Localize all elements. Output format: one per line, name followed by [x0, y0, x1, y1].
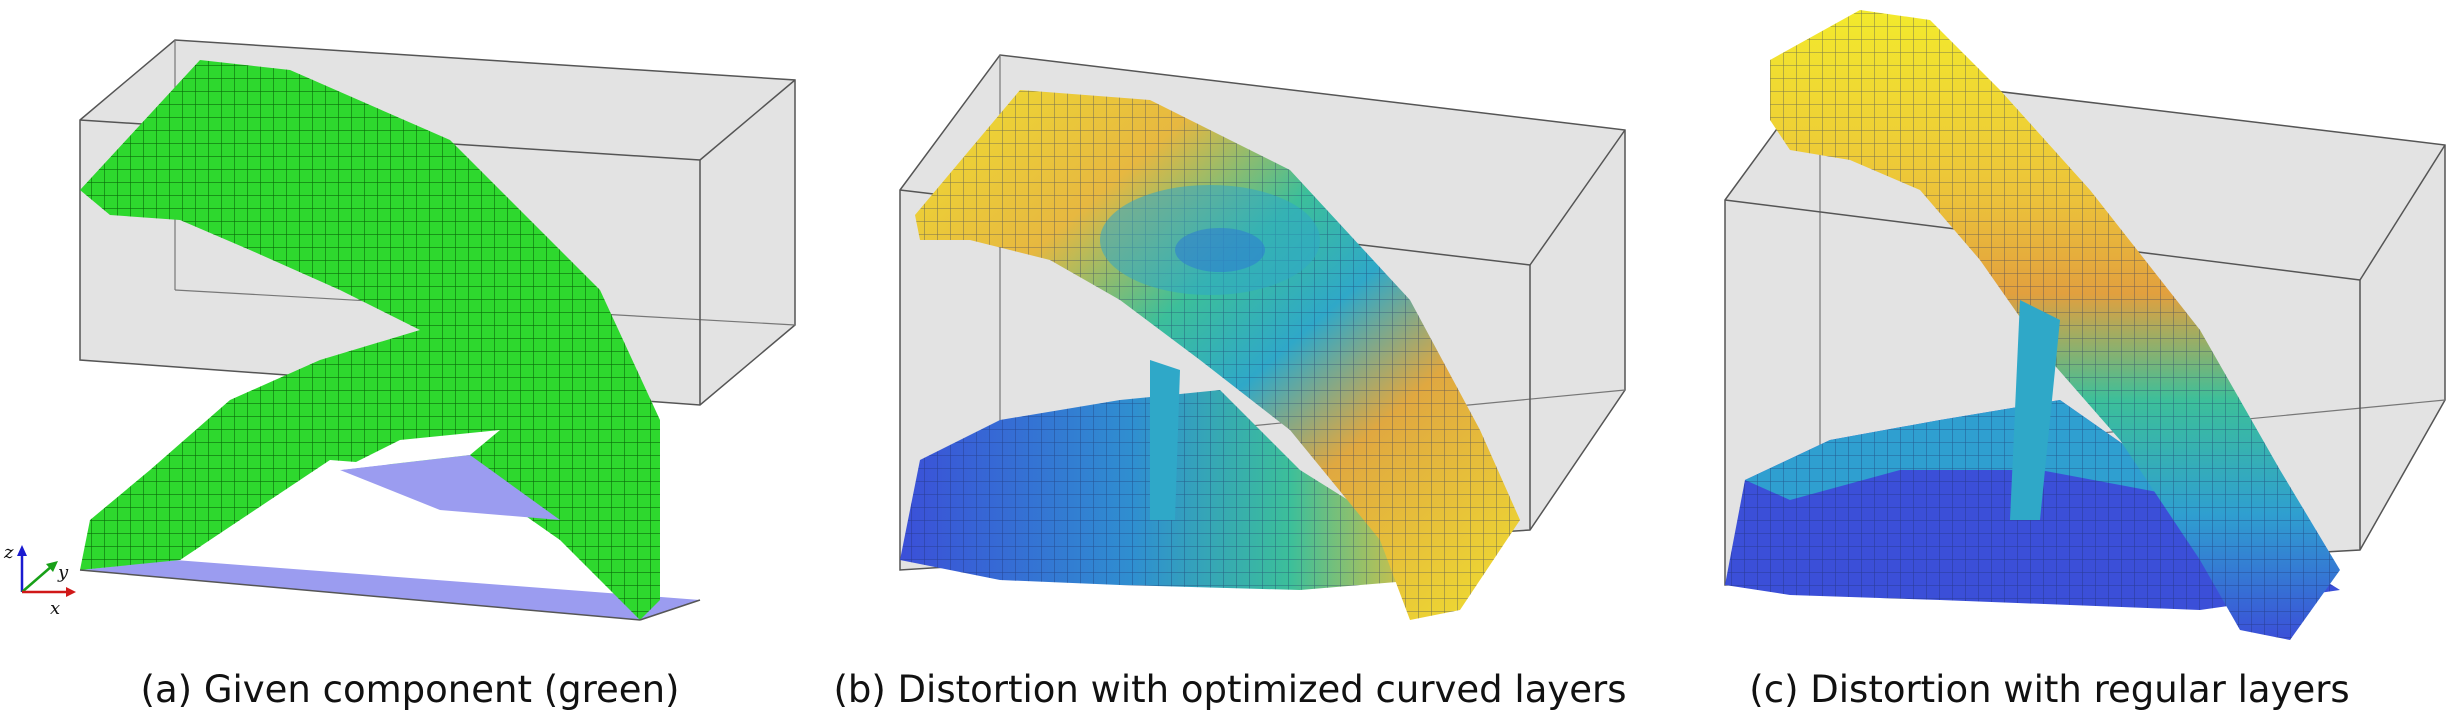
distortion-arch	[915, 90, 1520, 620]
green-component	[80, 60, 660, 620]
panel-b: (b) Distortion with optimized curved lay…	[820, 0, 1640, 716]
base-plate	[80, 560, 700, 620]
caption-b: (b) Distortion with optimized curved lay…	[833, 668, 1627, 711]
axis-y-label: y	[57, 562, 69, 583]
panel-a: z y x (a) Given component (green)	[0, 0, 820, 716]
panel-c-render	[1724, 10, 2446, 640]
panel-a-render: z y x	[3, 39, 796, 621]
caption-a: (a) Given component (green)	[140, 668, 680, 711]
axis-z-label: z	[3, 542, 14, 563]
panel-c: (c) Distortion with regular layers	[1640, 0, 2459, 716]
regular-layers-arch	[1770, 10, 2340, 640]
axis-triad: z y x	[3, 542, 76, 619]
panel-b-render	[899, 54, 1626, 620]
axis-x-label: x	[50, 598, 60, 619]
caption-c: (c) Distortion with regular layers	[1749, 668, 2350, 711]
